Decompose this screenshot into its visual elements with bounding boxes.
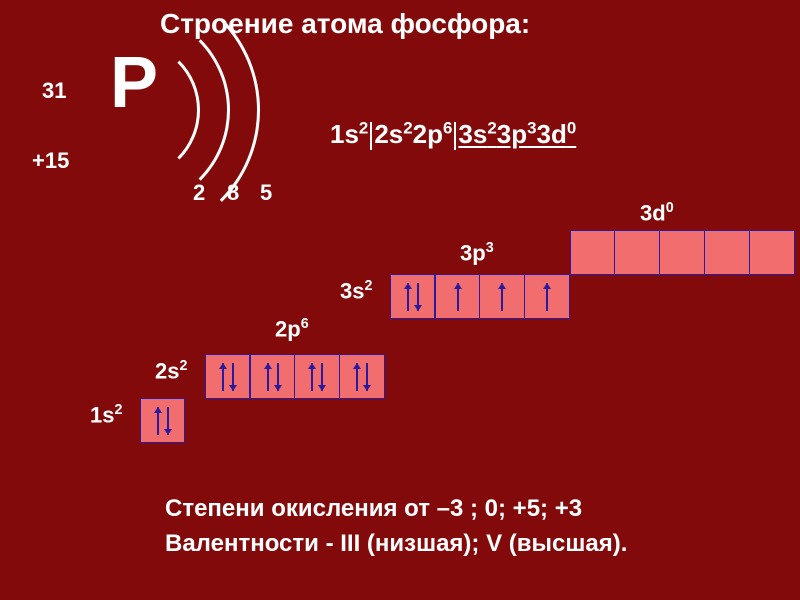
orbital-label: 2s2: [155, 358, 187, 384]
shell-count: 5: [260, 180, 272, 206]
config-segment: 3s2: [458, 119, 496, 149]
shell-count: 2: [193, 180, 205, 206]
orbital-label: 3p3: [460, 240, 494, 266]
orbital-cell: [435, 274, 480, 319]
orbital-cell: [570, 230, 615, 275]
spin-down-icon: [229, 363, 237, 391]
orbital-cell: [480, 274, 525, 319]
shell-arc: [0, 0, 260, 240]
config-separator: [454, 122, 456, 150]
orbital-row: [205, 354, 250, 399]
orbital-label: 2p6: [275, 316, 309, 342]
orbital-label: 3s2: [340, 278, 372, 304]
config-segment: 3p3: [497, 119, 537, 149]
orbital-label: 1s2: [90, 402, 122, 428]
orbital-cell: [615, 230, 660, 275]
orbital-cell: [525, 274, 570, 319]
orbital-cell: [140, 398, 185, 443]
orbital-cell: [390, 274, 435, 319]
orbital-cell: [340, 354, 385, 399]
spin-down-icon: [318, 363, 326, 391]
electron-config-line: 1s22s22p63s23p33d0: [330, 118, 576, 150]
spin-down-icon: [414, 283, 422, 311]
footer-line: Валентности - III (низшая); V (высшая).: [165, 530, 627, 558]
orbital-row: [435, 274, 570, 319]
config-segment: 1s2: [330, 119, 368, 149]
spin-down-icon: [164, 407, 172, 435]
orbital-row: [250, 354, 385, 399]
orbital-row: [390, 274, 435, 319]
config-segment: 2p6: [413, 119, 453, 149]
spin-up-icon: [543, 283, 551, 311]
orbital-cell: [660, 230, 705, 275]
spin-down-icon: [274, 363, 282, 391]
spin-up-icon: [353, 363, 361, 391]
spin-up-icon: [154, 407, 162, 435]
orbital-cell: [705, 230, 750, 275]
spin-up-icon: [308, 363, 316, 391]
spin-up-icon: [498, 283, 506, 311]
spin-up-icon: [264, 363, 272, 391]
spin-up-icon: [454, 283, 462, 311]
config-segment: 2s2: [374, 119, 412, 149]
spin-down-icon: [363, 363, 371, 391]
shell-count: 8: [227, 180, 239, 206]
spin-up-icon: [404, 283, 412, 311]
orbital-row: [570, 230, 795, 275]
orbital-cell: [295, 354, 340, 399]
config-separator: [370, 122, 372, 150]
orbital-cell: [750, 230, 795, 275]
orbital-label: 3d0: [640, 200, 674, 226]
orbital-cell: [205, 354, 250, 399]
footer-line: Степени окисления от –3 ; 0; +5; +3: [165, 495, 582, 523]
spin-up-icon: [219, 363, 227, 391]
orbital-cell: [250, 354, 295, 399]
config-segment: 3d0: [536, 119, 576, 149]
orbital-row: [140, 398, 185, 443]
